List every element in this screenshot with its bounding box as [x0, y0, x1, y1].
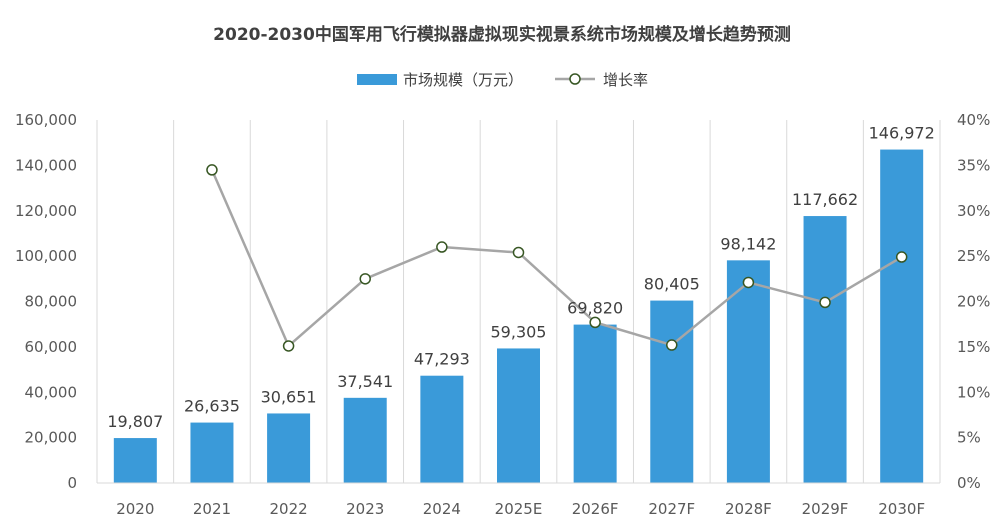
bar-2030F	[880, 149, 924, 483]
axes: 0 20,000 40,000 60,000 80,000 100,000 120,000 1…	[15, 111, 990, 518]
x-tick-label: 2024	[423, 500, 461, 518]
y-tick-label: 100,000	[15, 247, 77, 265]
y2-tick-label: 40%	[957, 111, 990, 129]
y-tick-label: 0	[67, 474, 77, 492]
bar-2020	[113, 438, 157, 483]
legend: 市场规模（万元） 增长率	[357, 71, 648, 89]
growth-point-2023	[359, 273, 371, 285]
growth-line	[206, 164, 908, 352]
y2-tick-label: 35%	[957, 156, 990, 174]
data-labels: 19,807 26,635 30,651 37,541 47,293 59,305 69,8…	[107, 124, 934, 432]
y2-tick-label: 5%	[957, 429, 981, 447]
y2-tick-label: 20%	[957, 293, 990, 311]
bar-2027F	[650, 300, 694, 483]
legend-label-growth: 增长率	[603, 71, 648, 89]
growth-line-path	[210, 169, 903, 348]
growth-point-2029F	[819, 296, 831, 309]
growth-point-2024	[436, 241, 448, 253]
data-label-2030F: 146,972	[869, 124, 935, 143]
data-label-2021: 26,635	[184, 397, 240, 416]
x-tick-label: 2022	[269, 500, 307, 518]
x-tick-label: 2023	[346, 500, 384, 518]
growth-point-2021	[206, 164, 218, 176]
x-tick-label: 2027F	[648, 500, 695, 518]
x-tick-label: 2020	[116, 500, 154, 518]
y2-tick-label: 0%	[957, 474, 981, 492]
legend-swatch-market-size	[357, 74, 397, 85]
bar-2024	[420, 375, 464, 483]
bar-2022	[267, 413, 311, 483]
y-tick-label: 60,000	[25, 338, 78, 356]
y-tick-label: 120,000	[15, 202, 77, 220]
bar-2029F	[803, 216, 847, 484]
data-label-2022: 30,651	[261, 387, 317, 406]
bar-2028F	[726, 260, 770, 483]
y-tick-label: 40,000	[25, 383, 78, 401]
y2-tick-label: 10%	[957, 383, 990, 401]
growth-point-2030F	[895, 251, 908, 263]
growth-point-2027F	[666, 339, 678, 351]
bars	[113, 149, 924, 484]
growth-point-2028F	[742, 276, 755, 289]
legend-label-market-size: 市场规模（万元）	[403, 71, 523, 89]
growth-point-2025E	[512, 246, 525, 259]
growth-point-2022	[282, 340, 295, 352]
data-label-2027F: 80,405	[644, 275, 700, 294]
bar-2026F	[573, 324, 617, 483]
gridlines	[96, 120, 941, 483]
y2-tick-label: 30%	[957, 202, 990, 220]
data-label-2024: 47,293	[414, 350, 470, 369]
bar-2023	[343, 397, 387, 483]
x-tick-label: 2028F	[725, 500, 772, 518]
data-label-2025E: 59,305	[491, 322, 547, 341]
y-tick-label: 140,000	[15, 156, 77, 174]
y-tick-label: 80,000	[25, 293, 78, 311]
bar-2021	[190, 422, 234, 483]
data-label-2023: 37,541	[337, 372, 393, 391]
y2-tick-label: 25%	[957, 247, 990, 265]
data-label-2020: 19,807	[107, 412, 163, 431]
x-tick-label: 2025E	[495, 500, 543, 518]
y-tick-label: 160,000	[15, 111, 77, 129]
y-tick-label: 20,000	[25, 429, 78, 447]
legend-marker-growth	[569, 73, 581, 85]
growth-point-2026F	[589, 316, 601, 329]
data-label-2026F: 69,820	[567, 299, 623, 318]
y2-tick-label: 15%	[957, 338, 990, 356]
data-label-2028F: 98,142	[720, 234, 776, 253]
x-tick-label: 2029F	[802, 500, 849, 518]
x-tick-label: 2030F	[878, 500, 925, 518]
chart-title: 2020-2030中国军用飞行模拟器虚拟现实视景系统市场规模及增长趋势预测	[213, 24, 791, 45]
bar-2025E	[497, 348, 540, 483]
x-tick-label: 2021	[193, 500, 231, 518]
data-label-2029F: 117,662	[792, 190, 858, 209]
x-tick-label: 2026F	[572, 500, 619, 518]
